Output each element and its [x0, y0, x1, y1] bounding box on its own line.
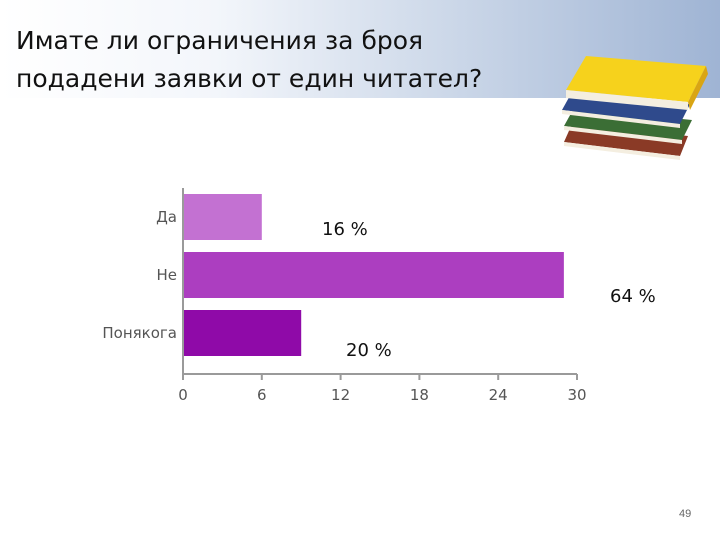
x-tick-label: 30 — [567, 386, 586, 404]
percent-label: 20 % — [346, 340, 392, 361]
books-illustration-icon — [562, 56, 708, 160]
category-label: Понякога — [102, 324, 177, 342]
bar — [183, 310, 302, 356]
x-tick-label: 12 — [331, 386, 350, 404]
category-label: Не — [156, 266, 177, 284]
slide-title: Имате ли ограничения за броя подадени за… — [16, 26, 483, 93]
percent-label: 64 % — [610, 286, 656, 307]
category-label: Да — [156, 208, 177, 226]
x-tick-label: 24 — [489, 386, 508, 404]
x-tick-label: 18 — [410, 386, 429, 404]
bar — [183, 194, 262, 240]
x-tick-label: 0 — [178, 386, 188, 404]
percent-label: 16 % — [322, 219, 368, 240]
page-number: 49 — [679, 508, 692, 520]
x-tick-label: 6 — [257, 386, 267, 404]
bar — [183, 252, 564, 298]
